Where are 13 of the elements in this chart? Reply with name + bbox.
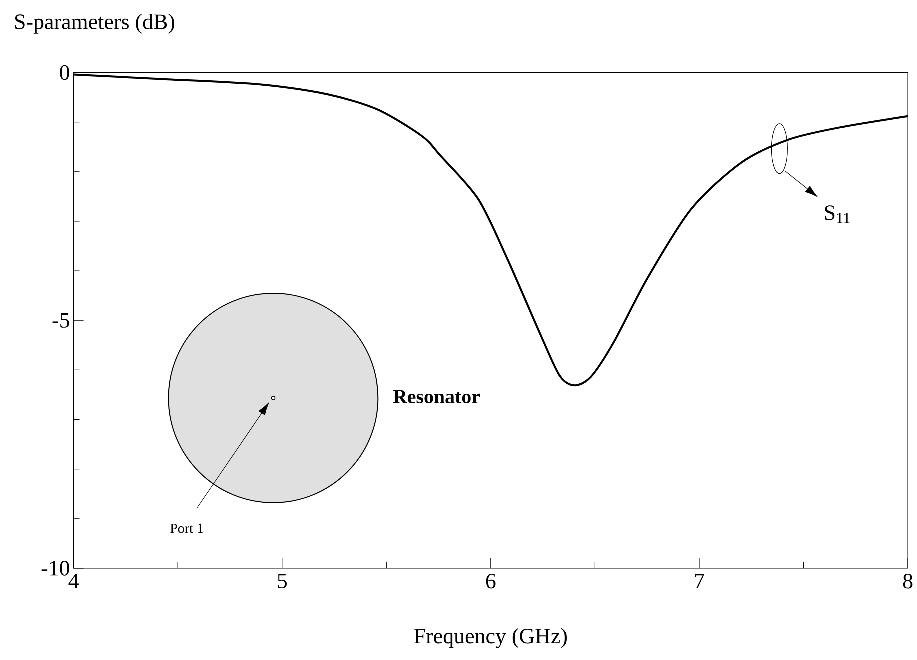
x-tick-label: 4 [68,574,79,588]
y-tick-label: -10 [42,560,70,576]
x-tick-label: 6 [486,574,496,589]
y-tick-label: 0 [60,65,70,80]
annotation: Resonator [393,390,480,404]
x-axis-title: Frequency (GHz) [414,628,568,648]
x-tick-label: 7 [695,574,704,588]
y-tick-label: -5 [52,313,70,328]
y-axis-title: S-parameters (dB) [15,14,174,34]
x-tick-label: 8 [903,574,913,589]
legend-label: S$_{11}$ [825,206,850,224]
annotation: Port 1 [170,524,204,534]
x-tick-label: 5 [278,574,287,588]
